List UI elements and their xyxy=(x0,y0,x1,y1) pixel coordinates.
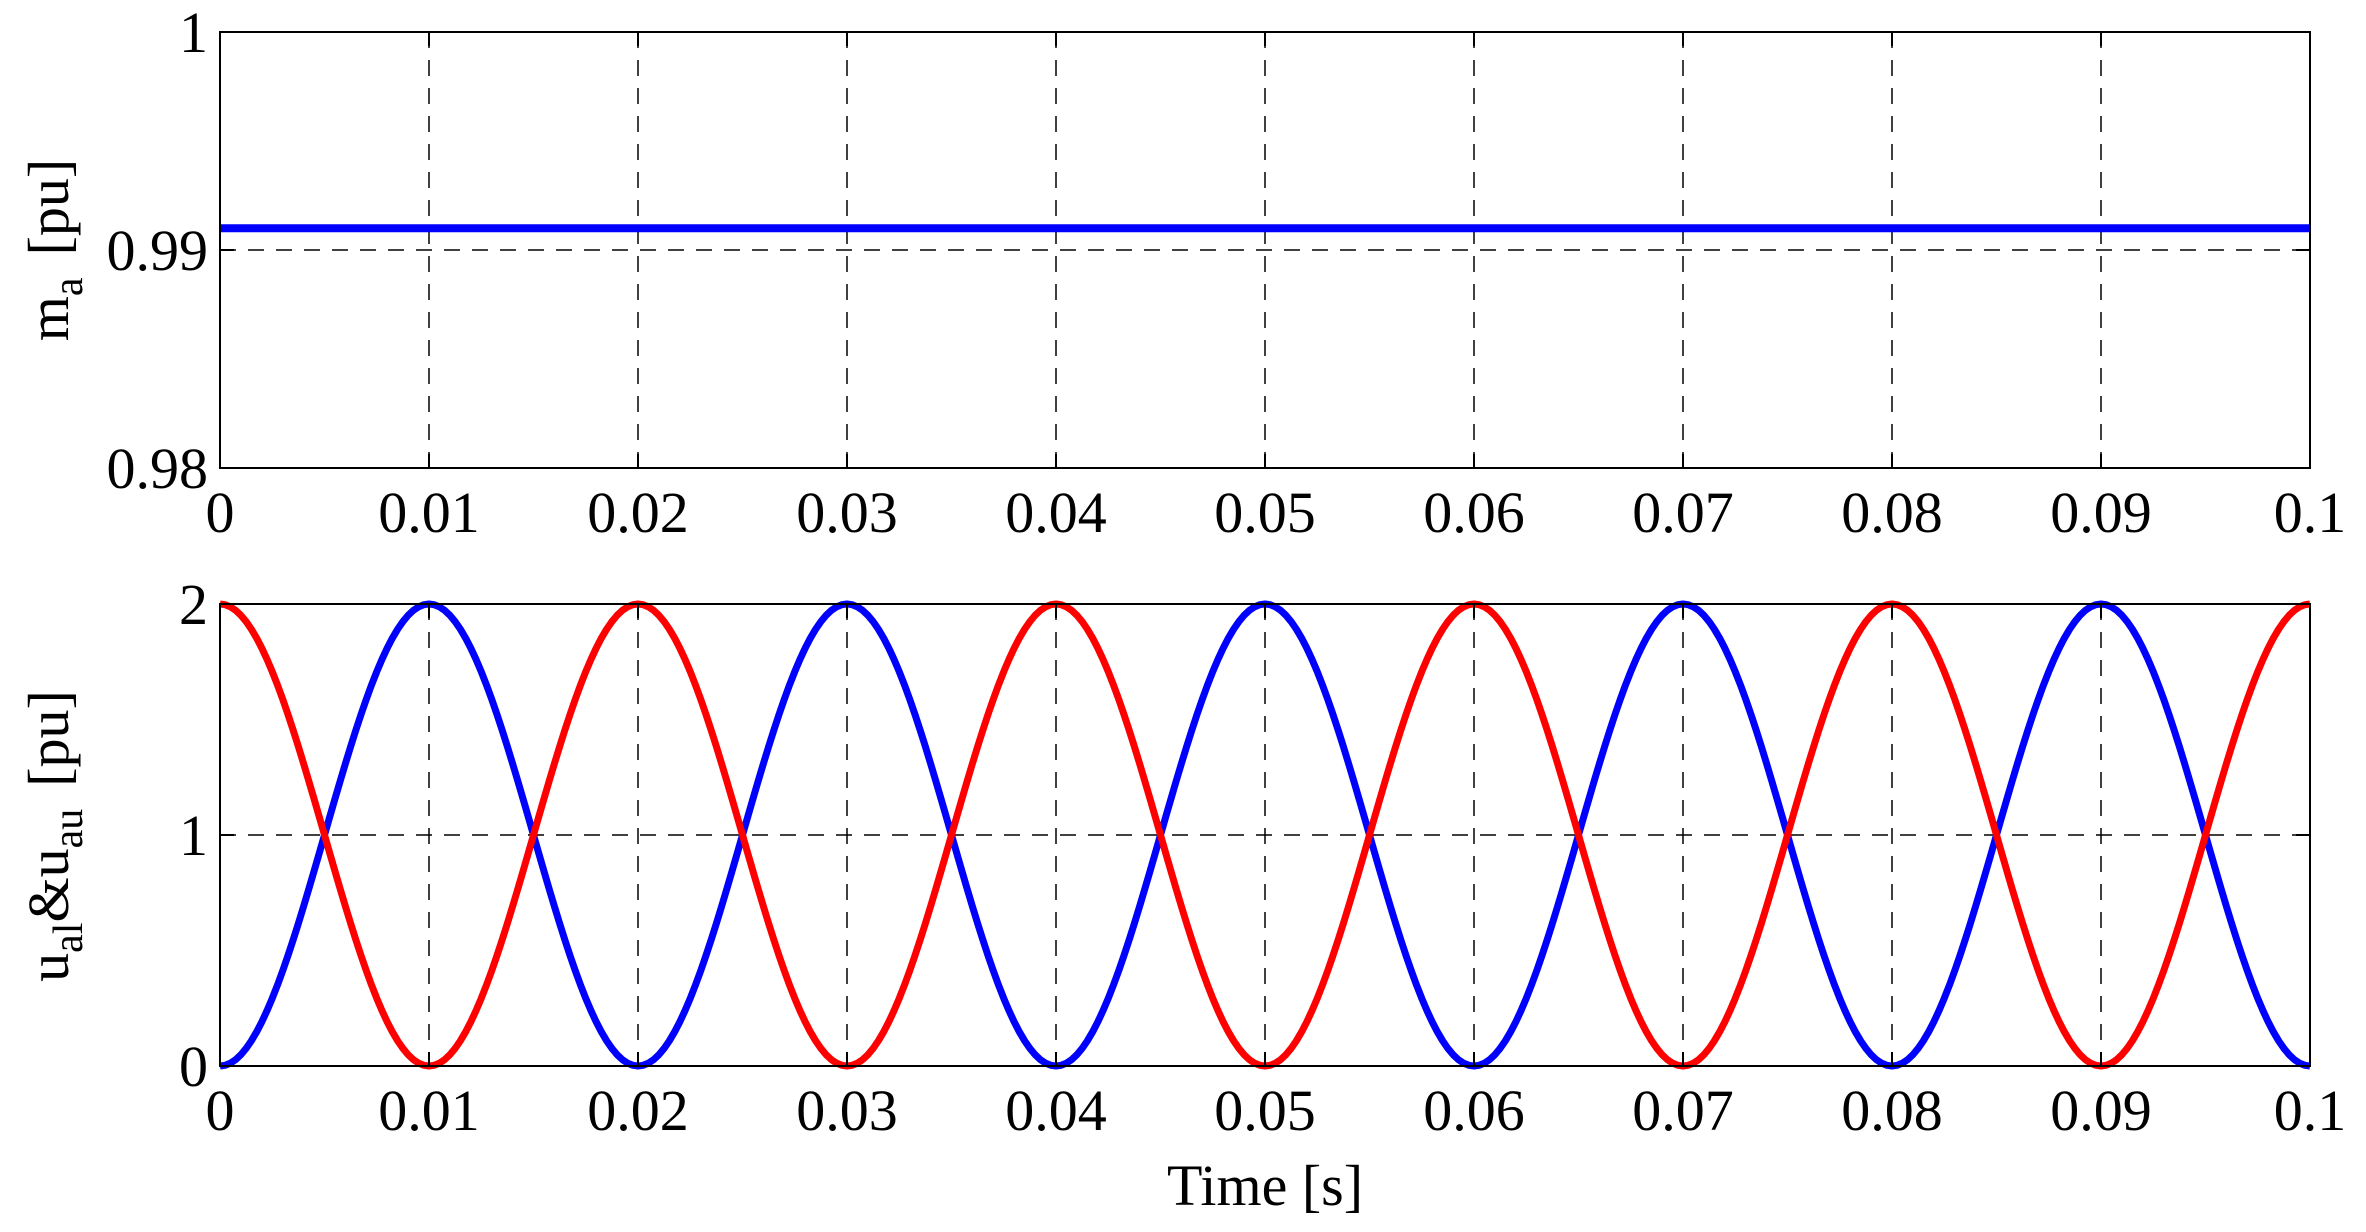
top-grid xyxy=(220,32,2310,468)
xtick-label: 0.02 xyxy=(587,1078,689,1143)
xtick-label: 0.06 xyxy=(1423,480,1525,545)
xtick-label: 0.07 xyxy=(1632,1078,1734,1143)
xtick-label: 0.09 xyxy=(2050,480,2152,545)
xtick-label: 0.03 xyxy=(796,1078,898,1143)
xtick-label: 0.05 xyxy=(1214,1078,1316,1143)
ytick-label: 0.98 xyxy=(107,436,209,501)
bottom-ylabel-sub1: al xyxy=(46,923,92,953)
xtick-label: 0.1 xyxy=(2274,480,2347,545)
top-ytick-labels: 0.98 0.99 1 xyxy=(107,0,209,501)
bottom-panel: 0 0.01 0.02 0.03 0.04 0.05 0.06 0.07 0.08 0.09 0.1… xyxy=(16,572,2346,1218)
xtick-label: 0.08 xyxy=(1841,1078,1943,1143)
top-ticks xyxy=(219,31,2311,469)
top-xtick-labels: 0 0.01 0.02 0.03 0.04 0.05 0.06 0.07 0.08 0.09 0.1 xyxy=(206,480,2347,545)
top-ylabel-subscript: a xyxy=(46,277,92,296)
ytick-label: 1 xyxy=(179,0,208,65)
xtick-label: 0.01 xyxy=(378,1078,480,1143)
xtick-label: 0.04 xyxy=(1005,1078,1107,1143)
top-ylabel-main: m xyxy=(16,296,81,341)
ytick-label: 1 xyxy=(179,803,208,868)
xtick-label: 0.09 xyxy=(2050,1078,2152,1143)
bottom-ylabel-unit: [pu] xyxy=(16,690,81,787)
xtick-label: 0 xyxy=(206,1078,235,1143)
bottom-xlabel: Time [s] xyxy=(1167,1153,1363,1218)
top-panel: 0 0.01 0.02 0.03 0.04 0.05 0.06 0.07 0.08 0.09 0.1… xyxy=(16,0,2346,545)
bottom-ylabel-u1: u xyxy=(16,953,81,982)
xtick-label: 0.1 xyxy=(2274,1078,2347,1143)
xtick-label: 0 xyxy=(206,480,235,545)
bottom-grid xyxy=(220,604,2310,1066)
top-ylabel-unit: [pu] xyxy=(16,159,81,256)
bottom-ticks xyxy=(219,603,2311,1067)
ytick-label: 0.99 xyxy=(107,218,209,283)
xtick-label: 0.05 xyxy=(1214,480,1316,545)
xtick-label: 0.07 xyxy=(1632,480,1734,545)
xtick-label: 0.04 xyxy=(1005,480,1107,545)
bottom-ylabel: ual&uau[pu] xyxy=(16,690,92,982)
bottom-ylabel-u2: u xyxy=(16,848,81,877)
ytick-label: 2 xyxy=(179,572,208,637)
bottom-xtick-labels: 0 0.01 0.02 0.03 0.04 0.05 0.06 0.07 0.08 0.09 0.1 xyxy=(206,1078,2347,1143)
bottom-ylabel-amp: & xyxy=(16,877,81,922)
bottom-ytick-labels: 0 1 2 xyxy=(179,572,208,1099)
xtick-label: 0.08 xyxy=(1841,480,1943,545)
xtick-label: 0.01 xyxy=(378,480,480,545)
xtick-label: 0.03 xyxy=(796,480,898,545)
xtick-label: 0.06 xyxy=(1423,1078,1525,1143)
bottom-ylabel-sub2: au xyxy=(46,809,92,849)
ytick-label: 0 xyxy=(179,1034,208,1099)
top-ylabel: ma [pu] xyxy=(16,159,92,341)
xtick-label: 0.02 xyxy=(587,480,689,545)
